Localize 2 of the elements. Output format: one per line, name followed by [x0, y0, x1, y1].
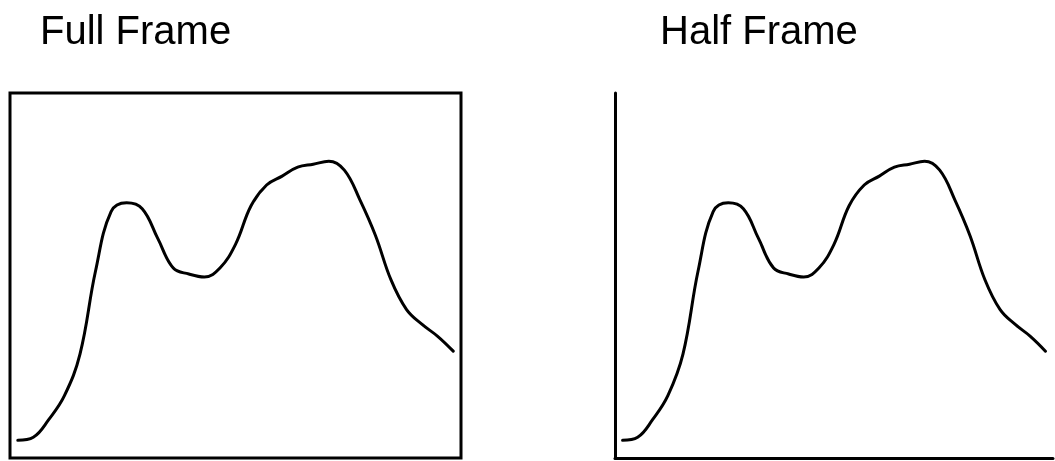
chart-title: Half Frame: [660, 8, 858, 52]
chart-title: Full Frame: [40, 8, 232, 52]
